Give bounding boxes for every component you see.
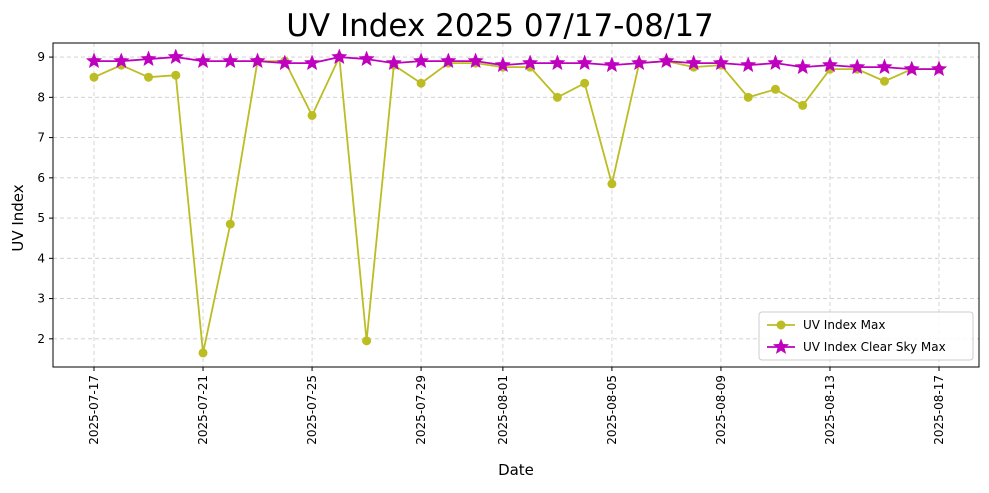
data-point [144, 72, 154, 82]
legend-label: UV Index Clear Sky Max [803, 340, 946, 354]
data-point [685, 54, 702, 71]
data-point [140, 50, 157, 67]
data-point [930, 60, 948, 77]
x-tick-label: 2025-07-21 [196, 375, 210, 445]
x-tick-label: 2025-07-29 [414, 375, 428, 445]
x-tick-label: 2025-08-13 [823, 375, 837, 445]
data-point [307, 110, 317, 120]
data-point [362, 336, 372, 346]
data-point [171, 70, 181, 80]
plot-frame [52, 42, 980, 368]
data-point [879, 76, 889, 86]
data-point [494, 56, 512, 73]
y-tick-label: 6 [37, 171, 45, 185]
data-point [607, 179, 617, 189]
data-point [552, 92, 562, 102]
data-point [85, 52, 103, 69]
data-point [249, 52, 266, 69]
data-point [331, 48, 348, 65]
data-point [848, 58, 866, 75]
x-tick-label: 2025-08-01 [496, 375, 510, 445]
data-point [549, 54, 566, 71]
legend-label: UV Index Max [803, 318, 885, 332]
data-point [222, 52, 239, 69]
chart-title: UV Index 2025 07/17-08/17 [286, 8, 714, 44]
data-point [467, 52, 484, 69]
legend: UV Index Max UV Index Clear Sky Max [758, 311, 974, 361]
data-point [743, 92, 753, 102]
data-point [303, 54, 321, 71]
y-axis-label: UV Index [9, 184, 27, 251]
y-tick-label: 5 [37, 211, 45, 225]
axis-ticks: 2 3 4 5 6 7 8 9 2025-07-17 2025-07-21 2025-07-25 20… [37, 50, 946, 445]
data-point [89, 72, 99, 82]
x-tick-label: 2025-07-17 [87, 375, 101, 445]
data-point [440, 52, 457, 69]
data-point [112, 52, 130, 69]
data-point [167, 48, 185, 65]
y-tick-label: 4 [37, 251, 45, 265]
y-tick-label: 7 [37, 131, 45, 145]
data-point [276, 54, 294, 71]
data-point [412, 52, 430, 69]
data-point [770, 84, 780, 94]
data-point [739, 56, 757, 73]
data-point [603, 56, 621, 73]
y-tick-label: 3 [37, 292, 45, 306]
data-point [794, 58, 811, 75]
data-point [416, 78, 426, 88]
series-2 [85, 48, 948, 77]
legend-box [758, 311, 974, 361]
data-point [194, 52, 212, 69]
x-tick-label: 2025-08-09 [714, 375, 728, 445]
data-point [876, 58, 893, 75]
data-point [767, 54, 784, 71]
data-point [576, 54, 593, 71]
data-point [225, 219, 235, 229]
data-point [358, 50, 375, 67]
data-point [903, 60, 921, 77]
x-tick-label: 2025-08-17 [932, 375, 946, 445]
series-layer [85, 48, 948, 358]
legend-marker [776, 320, 786, 330]
x-tick-label: 2025-08-05 [605, 375, 619, 445]
data-point [630, 54, 648, 71]
data-point [658, 52, 675, 69]
series-line [93, 53, 939, 354]
data-point [580, 78, 590, 88]
y-tick-label: 8 [37, 90, 45, 104]
data-point [385, 54, 403, 71]
data-point [821, 56, 839, 73]
y-tick-label: 2 [37, 332, 45, 346]
legend-marker [772, 338, 790, 355]
data-point [712, 54, 730, 71]
x-axis-label: Date [498, 461, 534, 479]
data-point [198, 348, 208, 358]
data-point [521, 54, 539, 71]
x-tick-label: 2025-07-25 [305, 375, 319, 445]
data-point [798, 100, 808, 110]
y-tick-label: 9 [37, 50, 45, 64]
